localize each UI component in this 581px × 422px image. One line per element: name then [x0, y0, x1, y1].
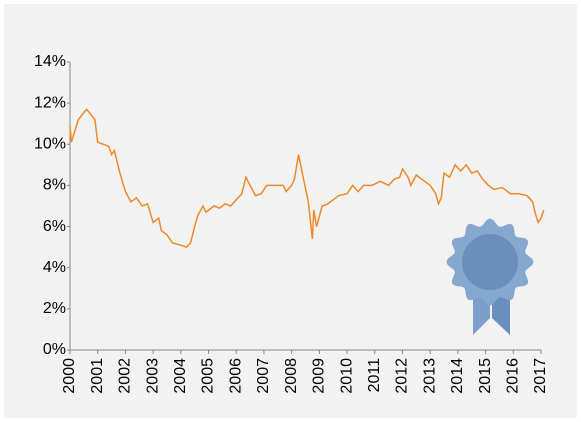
x-tick-label: 2000 — [61, 358, 78, 394]
x-tick-label: 2015 — [477, 358, 494, 394]
y-tick-label: 10% — [34, 136, 66, 153]
y-tick-label: 14% — [34, 53, 66, 70]
ribbon — [492, 290, 510, 335]
x-tick-label: 2013 — [421, 358, 438, 394]
x-tick-label: 2016 — [505, 358, 522, 394]
y-tick-label: 8% — [43, 177, 66, 194]
y-tick-label: 0% — [43, 341, 66, 358]
x-tick-label: 2012 — [394, 358, 411, 394]
x-tick-label: 2007 — [255, 358, 272, 394]
x-tick-label: 2011 — [366, 358, 383, 393]
x-tick-label: 2006 — [227, 358, 244, 394]
x-tick-label: 2005 — [200, 358, 217, 394]
award-badge-icon — [446, 218, 534, 335]
x-tick-label: 2009 — [311, 358, 328, 394]
y-tick-label: 6% — [43, 218, 66, 235]
x-tick-label: 2008 — [283, 358, 300, 394]
badge-center — [462, 234, 518, 290]
y-tick-label: 12% — [34, 94, 66, 111]
x-tick-label: 2002 — [117, 358, 134, 394]
x-tick-label: 2001 — [89, 358, 106, 394]
x-tick-label: 2010 — [338, 358, 355, 394]
y-tick-label: 4% — [43, 259, 66, 276]
chart-background — [4, 4, 577, 418]
x-tick-label: 2017 — [532, 358, 549, 394]
line — [69, 108, 545, 248]
y-tick-label: 2% — [43, 300, 66, 317]
x-tick-label: 2004 — [172, 358, 189, 394]
x-tick-label: 2014 — [449, 358, 466, 394]
x-tick-label: 2003 — [144, 358, 161, 394]
